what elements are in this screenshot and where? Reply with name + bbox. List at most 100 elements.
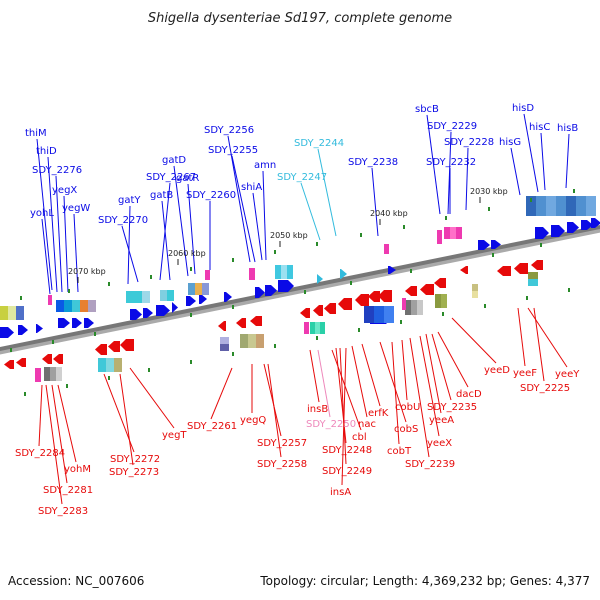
gene-label: SDY_2273 <box>109 467 159 478</box>
gene-label: hisD <box>512 103 534 114</box>
leader-line <box>263 363 282 437</box>
gene-label: SDY_2267 <box>146 172 196 183</box>
leader-line <box>57 384 77 463</box>
gene-label: SDY_2250 <box>306 419 356 430</box>
scale-tick-label: 2040 kbp <box>370 209 408 218</box>
pseudo-gene <box>48 295 52 305</box>
gene-label: SDY_2281 <box>43 485 93 496</box>
leader-line <box>419 335 440 437</box>
leader-line <box>341 347 347 486</box>
reverse-gene-arrow <box>378 290 392 302</box>
forward-gene-arrow <box>199 294 207 304</box>
position-dash <box>148 368 150 372</box>
leader-line <box>36 138 53 291</box>
forward-gene-arrow <box>0 327 14 338</box>
scale-ticks: 2030 kbp 2040 kbp 2050 kbp 2060 kbp 2070 kbp <box>68 187 508 283</box>
reverse-gene-arrow <box>420 284 434 295</box>
position-dash <box>526 296 528 300</box>
pseudo-gene <box>205 270 210 280</box>
position-dash <box>445 216 447 220</box>
gene-label: SDY_2272 <box>110 454 160 465</box>
scale-tick-label: 2050 kbp <box>270 231 308 240</box>
position-dash <box>573 189 575 193</box>
domain-block <box>320 322 325 334</box>
domain-block <box>435 294 441 308</box>
gene-label: SDY_2239 <box>405 459 455 470</box>
leader-line <box>267 363 282 458</box>
gene-label: SDY_2228 <box>444 137 494 148</box>
leader-line <box>351 345 368 418</box>
forward-gene-arrow <box>84 318 94 328</box>
domain-block <box>256 334 264 348</box>
gene-label: hisG <box>499 137 521 148</box>
leader-line <box>63 195 69 293</box>
pseudo-gene <box>437 230 442 244</box>
leader-line <box>210 367 233 420</box>
gene-label: nac <box>358 419 376 430</box>
gene-label: sbcB <box>415 104 439 115</box>
leader-line <box>401 339 408 401</box>
position-dash <box>68 289 70 293</box>
forward-gene-arrow <box>278 280 294 292</box>
gene-label: yeeY <box>555 369 580 380</box>
reverse-gene-arrow <box>218 321 226 331</box>
position-dash <box>316 242 318 246</box>
position-dash <box>358 328 360 332</box>
position-dash <box>108 282 110 286</box>
forward-gene-arrow <box>58 318 70 328</box>
label-leader-lines <box>36 113 570 505</box>
leader-line <box>565 133 570 189</box>
domain-block <box>281 265 287 279</box>
domain-block <box>586 196 596 216</box>
position-dash <box>316 336 318 340</box>
gene-label: gatY <box>118 195 141 206</box>
domain-block <box>576 196 586 216</box>
position-dash <box>190 360 192 364</box>
gene-label: yegW <box>62 203 90 214</box>
gene-label: SDY_2260 <box>186 190 236 201</box>
domain-block <box>56 367 62 381</box>
domain-block <box>134 291 142 303</box>
scale-tick-label: 2030 kbp <box>470 187 508 196</box>
forward-gene-arrow <box>265 285 277 296</box>
reverse-gene-arrow <box>405 286 417 296</box>
reverse-gene-arrow <box>108 341 120 352</box>
domain-block <box>287 265 293 279</box>
reverse-gene-arrow <box>250 316 262 326</box>
reverse-gene-arrow <box>514 263 528 274</box>
reverse-gene-arrow <box>236 318 246 328</box>
leader-line <box>317 349 331 418</box>
reverse-gene-arrow <box>460 266 468 274</box>
gene-label: yeeX <box>427 438 452 449</box>
gene-label: SDY_2257 <box>257 438 307 449</box>
reverse-gene-arrow <box>16 358 26 367</box>
forward-gene-arrow <box>36 324 43 333</box>
gene-label: cobT <box>387 446 412 457</box>
domain-block <box>202 283 209 295</box>
pseudo-gene <box>384 244 389 254</box>
position-dash <box>360 233 362 237</box>
domain-block <box>556 196 566 216</box>
leader-line <box>527 307 568 368</box>
forward-gene-arrow <box>18 325 28 335</box>
gene-label: yeeF <box>513 368 537 379</box>
reverse-gene-arrow <box>324 303 336 314</box>
gene-label: yeeD <box>484 365 510 376</box>
domain-block <box>195 283 202 295</box>
position-dash <box>66 384 68 388</box>
domain-block <box>220 337 229 344</box>
position-dash <box>400 320 402 324</box>
position-dash <box>232 258 234 262</box>
domain-block <box>167 290 174 301</box>
reverse-gene-arrow <box>120 339 134 351</box>
domain-block <box>456 227 462 239</box>
pseudo-gene <box>402 298 406 310</box>
gene-label: yegX <box>52 185 77 196</box>
position-dash <box>403 225 405 229</box>
gene-label: SDY_2249 <box>322 466 372 477</box>
forward-gene-arrow <box>491 240 501 249</box>
leader-line <box>391 341 400 445</box>
domain-block <box>188 283 195 295</box>
gene-label: SDY_2256 <box>204 125 254 136</box>
leader-line <box>517 307 526 367</box>
